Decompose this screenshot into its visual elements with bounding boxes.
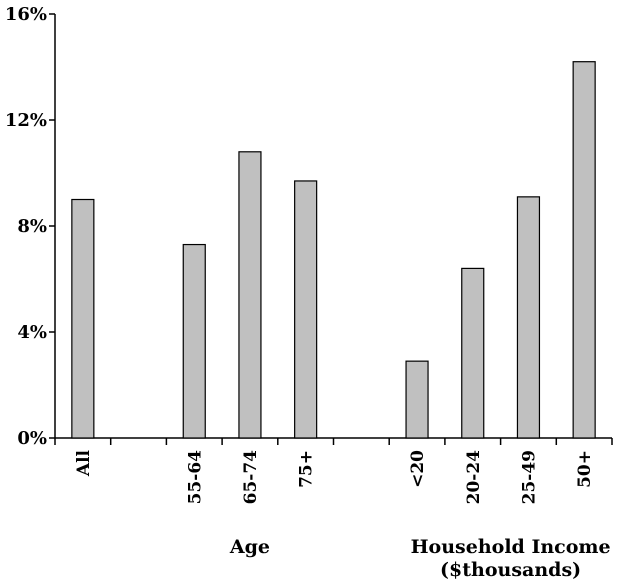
group-label-income-units: ($thousands) <box>440 559 581 581</box>
category-labels: All 55-64 65-74 75+ <20 20-24 25-49 50+ <box>74 449 595 504</box>
y-tick-label: 12% <box>5 110 47 131</box>
y-axis-ticks: 0% 4% 8% 12% 16% <box>5 4 55 449</box>
bar-all <box>71 198 95 439</box>
y-tick-label: 4% <box>17 322 47 343</box>
category-label: 50+ <box>575 450 595 488</box>
group-label-income: Household Income <box>411 536 611 558</box>
category-label: <20 <box>408 450 428 488</box>
bar--20 <box>405 360 429 439</box>
bar-65-74 <box>238 151 262 439</box>
bar-55-64 <box>182 243 206 439</box>
bars <box>71 61 596 439</box>
category-label: 75+ <box>297 450 317 488</box>
category-label: 65-74 <box>241 450 261 505</box>
category-label: 20-24 <box>464 450 484 505</box>
category-label: All <box>74 449 94 477</box>
bar-75- <box>294 180 318 439</box>
bar-25-49 <box>516 196 541 439</box>
category-label: 55-64 <box>185 450 205 505</box>
group-labels: Age Household Income ($thousands) <box>229 536 611 581</box>
category-label: 25-49 <box>519 450 539 504</box>
x-axis-ticks <box>54 438 613 445</box>
y-tick-label: 16% <box>5 4 47 25</box>
group-label-age: Age <box>229 536 270 558</box>
bar-20-24 <box>461 267 485 439</box>
y-tick-label: 0% <box>17 428 47 449</box>
y-tick-label: 8% <box>17 216 47 237</box>
bar-50- <box>572 61 596 439</box>
